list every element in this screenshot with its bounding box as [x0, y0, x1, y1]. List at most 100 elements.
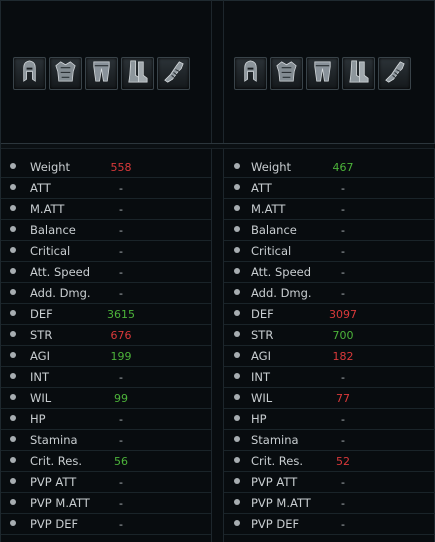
stat-value: -	[119, 287, 123, 300]
bullet-icon	[234, 499, 240, 505]
bullet-icon	[10, 520, 16, 526]
stat-row: Balance -	[1, 220, 211, 241]
stat-label: Att. Speed	[251, 265, 312, 279]
stat-value: -	[119, 245, 123, 258]
gauntlet-icon	[160, 58, 187, 89]
column-divider	[223, 0, 224, 542]
stat-row: Crit. Res. 52	[224, 451, 435, 472]
stat-value: -	[119, 182, 123, 195]
stat-value: -	[341, 182, 345, 195]
stat-row: Weight 467	[224, 157, 435, 178]
bullet-icon	[234, 163, 240, 169]
bullet-icon	[10, 352, 16, 358]
equipment-slots	[13, 57, 190, 90]
bullet-icon	[234, 289, 240, 295]
stat-row: ATT -	[224, 178, 435, 199]
stat-row: HP -	[224, 409, 435, 430]
stat-label: Stamina	[30, 433, 78, 447]
helmet-icon	[16, 58, 43, 89]
leg-armor-icon	[309, 58, 336, 89]
leg-armor-icon	[88, 58, 115, 89]
bullet-icon	[10, 184, 16, 190]
bullet-icon	[234, 352, 240, 358]
stat-label: INT	[251, 370, 271, 384]
bullet-icon	[10, 436, 16, 442]
equipment-slots	[234, 57, 411, 90]
bullet-icon	[10, 289, 16, 295]
stat-row: Critical -	[224, 241, 435, 262]
stat-row: PVP DEF -	[1, 514, 211, 535]
stat-value: -	[341, 224, 345, 237]
stat-row: INT -	[224, 367, 435, 388]
helmet-icon	[237, 58, 264, 89]
stat-label: Critical	[30, 244, 71, 258]
stat-row: PVP M.ATT -	[1, 493, 211, 514]
stat-value: -	[341, 371, 345, 384]
stat-label: Weight	[30, 160, 71, 174]
stat-row: Add. Dmg. -	[224, 283, 435, 304]
stat-row: STR 700	[224, 325, 435, 346]
stat-value: -	[119, 518, 123, 531]
stat-value: 52	[336, 455, 350, 468]
stat-label: Crit. Res.	[251, 454, 303, 468]
stat-label: M.ATT	[251, 202, 286, 216]
stat-row: Att. Speed -	[1, 262, 211, 283]
bullet-icon	[10, 373, 16, 379]
stat-label: PVP ATT	[30, 475, 77, 489]
stat-label: ATT	[251, 181, 272, 195]
equipment-slot[interactable]	[49, 57, 82, 90]
stat-row: Att. Speed -	[224, 262, 435, 283]
bullet-icon	[10, 499, 16, 505]
stat-label: Att. Speed	[30, 265, 91, 279]
stat-label: INT	[30, 370, 50, 384]
stat-value: -	[119, 203, 123, 216]
equipment-slot[interactable]	[306, 57, 339, 90]
stat-label: WIL	[251, 391, 273, 405]
equipment-slot[interactable]	[157, 57, 190, 90]
stat-label: M.ATT	[30, 202, 65, 216]
stat-label: Balance	[30, 223, 76, 237]
stat-value: 467	[332, 161, 354, 174]
stat-row: STR 676	[1, 325, 211, 346]
bullet-icon	[234, 394, 240, 400]
stat-value: 676	[110, 329, 132, 342]
equipment-slot[interactable]	[85, 57, 118, 90]
stat-row: AGI 199	[1, 346, 211, 367]
gear-header	[1, 0, 435, 143]
boots-icon	[345, 58, 372, 89]
stat-row: Balance -	[224, 220, 435, 241]
bullet-icon	[234, 310, 240, 316]
bullet-icon	[10, 394, 16, 400]
stat-value: -	[341, 434, 345, 447]
equipment-slot[interactable]	[342, 57, 375, 90]
stat-value: 3097	[329, 308, 357, 321]
stat-row: Critical -	[1, 241, 211, 262]
equipment-slot[interactable]	[121, 57, 154, 90]
stat-row: INT -	[1, 367, 211, 388]
bullet-icon	[10, 310, 16, 316]
stat-label: PVP DEF	[30, 517, 79, 531]
stat-row: PVP DEF -	[224, 514, 435, 535]
stat-value: -	[119, 476, 123, 489]
bullet-icon	[10, 331, 16, 337]
bullet-icon	[234, 478, 240, 484]
gear-set-right	[224, 0, 435, 143]
stat-label: ATT	[30, 181, 51, 195]
stat-label: STR	[30, 328, 53, 342]
stats-list-right: Weight 467 ATT - M.ATT - Balance - Criti…	[224, 157, 435, 535]
stat-row: Stamina -	[1, 430, 211, 451]
stat-value: 558	[110, 161, 132, 174]
equipment-slot[interactable]	[234, 57, 267, 90]
equipment-slot[interactable]	[13, 57, 46, 90]
stat-row: Add. Dmg. -	[1, 283, 211, 304]
stat-label: PVP DEF	[251, 517, 300, 531]
equipment-slot[interactable]	[270, 57, 303, 90]
equipment-slot[interactable]	[378, 57, 411, 90]
stat-value: 199	[110, 350, 132, 363]
bullet-icon	[234, 436, 240, 442]
stat-value: 56	[114, 455, 128, 468]
boots-icon	[124, 58, 151, 89]
stat-row: Crit. Res. 56	[1, 451, 211, 472]
top-border	[1, 0, 435, 1]
stat-label: Stamina	[251, 433, 299, 447]
